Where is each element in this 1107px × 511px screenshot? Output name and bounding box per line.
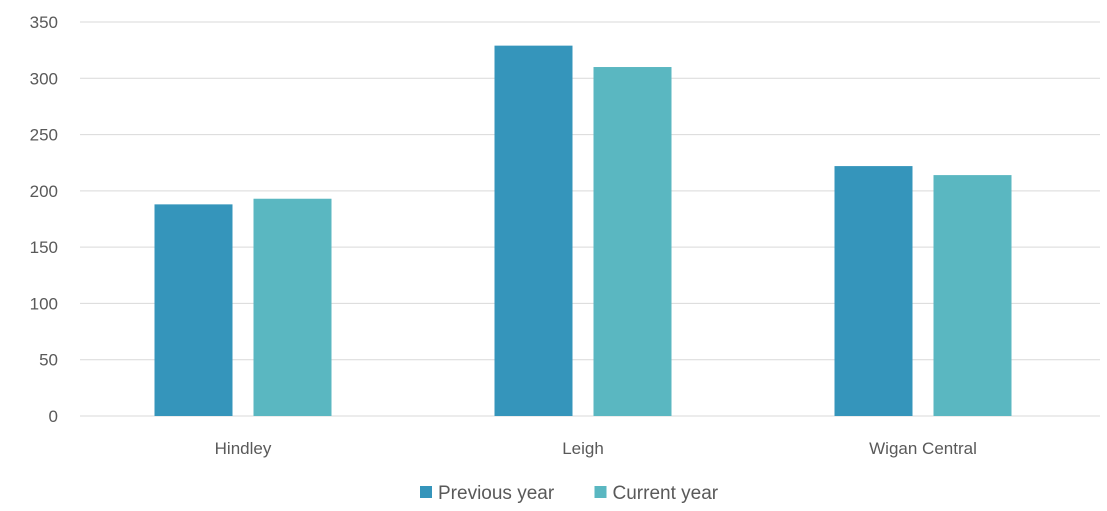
legend: Previous year Current year <box>420 483 719 504</box>
bar-wigan-central-previous-year <box>834 166 913 416</box>
bars <box>154 45 1012 417</box>
x-category-label: Hindley <box>215 439 272 458</box>
y-tick-label: 50 <box>39 351 58 370</box>
legend-swatch <box>420 486 432 498</box>
bar-wigan-central-current-year <box>933 175 1012 416</box>
bar-leigh-current-year <box>593 67 672 417</box>
y-tick-label: 150 <box>30 238 58 257</box>
legend-item: Previous year <box>420 483 555 504</box>
x-category-label: Wigan Central <box>869 439 977 458</box>
y-tick-label: 100 <box>30 294 58 313</box>
y-tick-label: 300 <box>30 69 58 88</box>
bar-hindley-previous-year <box>154 204 233 416</box>
legend-item: Current year <box>594 483 719 504</box>
bar-hindley-current-year <box>253 198 332 416</box>
y-tick-label: 200 <box>30 182 58 201</box>
bar-leigh-previous-year <box>494 45 573 416</box>
y-tick-label: 0 <box>49 407 58 426</box>
legend-label: Current year <box>613 483 719 504</box>
gridlines <box>80 21 1100 417</box>
y-tick-label: 350 <box>30 13 58 32</box>
legend-label: Previous year <box>438 483 555 504</box>
x-axis-labels: Hindley Leigh Wigan Central <box>215 439 977 458</box>
legend-swatch <box>594 486 607 498</box>
y-axis-ticks: 0 50 100 150 200 250 300 350 <box>30 13 58 426</box>
y-tick-label: 250 <box>30 126 58 145</box>
x-category-label: Leigh <box>562 439 604 458</box>
